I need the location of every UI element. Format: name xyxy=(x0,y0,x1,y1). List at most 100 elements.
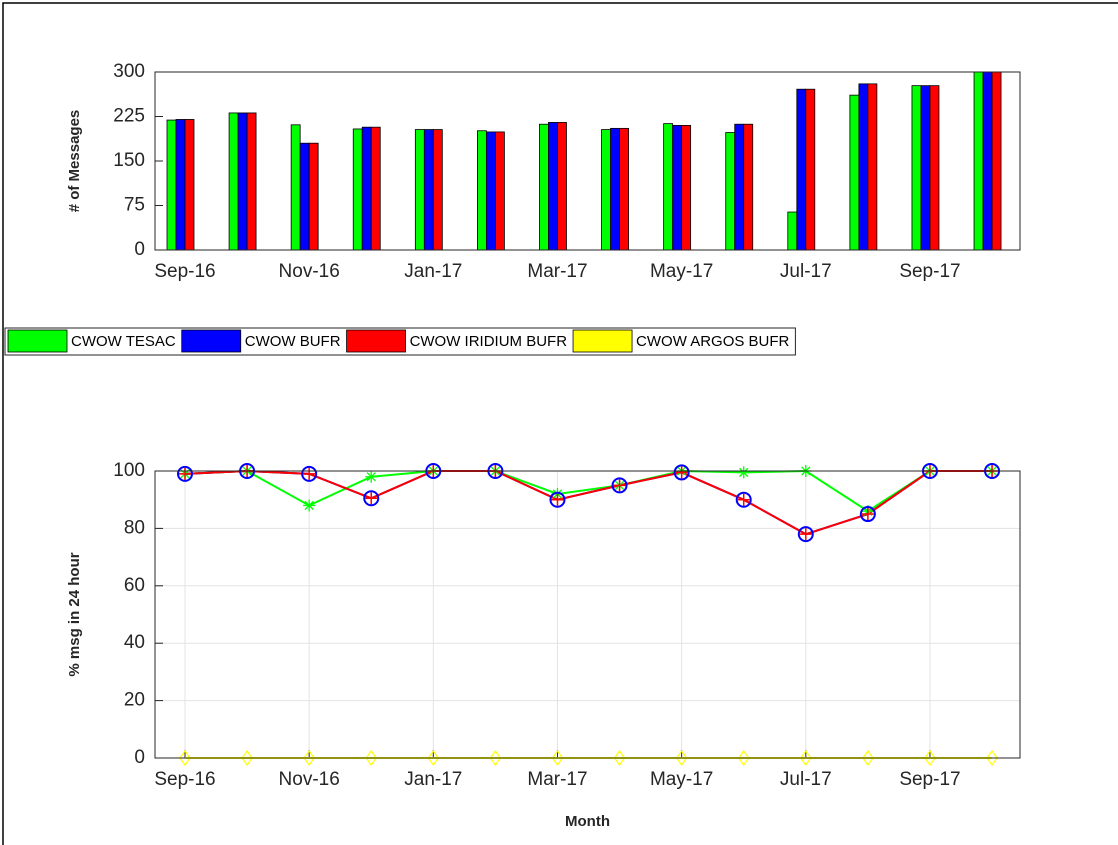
plot-area xyxy=(155,471,1020,758)
marker xyxy=(986,749,998,767)
marker xyxy=(179,467,191,480)
y-tick-label: 100 xyxy=(113,460,145,481)
x-tick-label: Jul-17 xyxy=(780,769,832,790)
bar xyxy=(619,127,629,251)
marker xyxy=(549,491,566,508)
marker xyxy=(799,528,812,541)
x-tick-label: Jan-17 xyxy=(404,261,462,282)
marker xyxy=(365,492,378,505)
marker xyxy=(551,493,564,506)
bar xyxy=(982,71,993,251)
bar xyxy=(601,129,611,251)
line xyxy=(184,469,993,513)
y-tick-label: 0 xyxy=(134,747,145,768)
marker xyxy=(924,749,936,767)
bar xyxy=(423,129,434,251)
legend-label: CWOW TESAC xyxy=(71,333,176,350)
bar xyxy=(681,125,692,251)
marker xyxy=(241,749,253,767)
marker xyxy=(800,749,812,767)
marker xyxy=(737,749,750,767)
marker xyxy=(861,508,874,521)
x-tick-label: Sep-17 xyxy=(899,261,960,282)
marker xyxy=(797,526,814,543)
bar xyxy=(920,85,931,251)
bar xyxy=(246,112,257,251)
marker xyxy=(303,749,315,767)
marker xyxy=(489,749,502,767)
bar xyxy=(290,124,301,251)
axes-box xyxy=(154,470,1021,759)
x-tick-label: Sep-16 xyxy=(154,769,215,790)
y-tick-label: 75 xyxy=(124,195,145,216)
marker xyxy=(735,491,752,508)
bar xyxy=(237,112,248,251)
x-tick-label: Sep-16 xyxy=(154,261,215,282)
bar xyxy=(485,131,496,251)
marker xyxy=(613,479,626,492)
x-tick-label: Sep-17 xyxy=(899,769,960,790)
marker xyxy=(675,466,688,479)
x-tick-label: Nov-16 xyxy=(279,261,340,282)
y-tick-label: 20 xyxy=(124,690,145,711)
bar xyxy=(476,130,487,251)
marker xyxy=(365,749,377,767)
marker xyxy=(675,749,688,767)
y-tick-label: 0 xyxy=(134,239,145,260)
bar xyxy=(849,94,860,251)
bar xyxy=(184,119,195,251)
marker xyxy=(303,467,316,480)
legend-swatch xyxy=(346,329,406,353)
x-tick-label: Mar-17 xyxy=(527,261,587,282)
marker xyxy=(859,506,876,523)
marker xyxy=(363,490,380,507)
x-tick-label: Mar-17 xyxy=(527,769,587,790)
bar xyxy=(725,132,736,251)
marker xyxy=(177,465,193,482)
y-axis-label: % msg in 24 hour xyxy=(66,552,83,676)
bar xyxy=(414,129,425,251)
marker xyxy=(303,499,316,512)
marker xyxy=(179,749,191,767)
x-axis-label: Month xyxy=(565,813,610,830)
legend-label: CWOW IRIDIUM BUFR xyxy=(410,333,568,350)
x-tick-label: May-17 xyxy=(650,261,713,282)
bar xyxy=(548,122,558,251)
bar xyxy=(308,142,319,251)
legend-label: CWOW BUFR xyxy=(245,333,341,350)
marker xyxy=(365,470,378,483)
line xyxy=(184,469,993,536)
bar xyxy=(539,123,549,251)
bar xyxy=(867,83,878,251)
y-tick-label: 80 xyxy=(124,517,145,538)
x-tick-label: May-17 xyxy=(650,769,713,790)
bar xyxy=(991,71,1002,251)
bar xyxy=(734,123,745,251)
bar xyxy=(858,83,869,251)
bar xyxy=(175,119,186,251)
bar xyxy=(370,126,381,251)
bar xyxy=(911,85,922,251)
bar xyxy=(557,122,567,251)
marker xyxy=(427,749,440,767)
bar xyxy=(805,88,816,251)
y-tick-label: 225 xyxy=(113,106,145,127)
legend: CWOW TESAC CWOW BUFR CWOW IRIDIUM BUFR CWOW… xyxy=(4,327,796,356)
axes-box xyxy=(154,71,1021,251)
marker xyxy=(737,466,750,479)
bar xyxy=(361,126,372,251)
marker xyxy=(551,749,564,767)
bar xyxy=(299,142,310,251)
marker xyxy=(301,465,318,482)
bar xyxy=(787,211,798,251)
bar xyxy=(796,88,807,251)
bar xyxy=(352,128,363,251)
x-tick-label: Nov-16 xyxy=(279,769,340,790)
bar xyxy=(610,127,620,251)
legend-label: CWOW ARGOS BUFR xyxy=(636,333,790,350)
x-tick-label: Jan-17 xyxy=(404,769,462,790)
bar xyxy=(166,119,177,251)
y-tick-label: 60 xyxy=(124,575,145,596)
bar xyxy=(432,129,443,251)
